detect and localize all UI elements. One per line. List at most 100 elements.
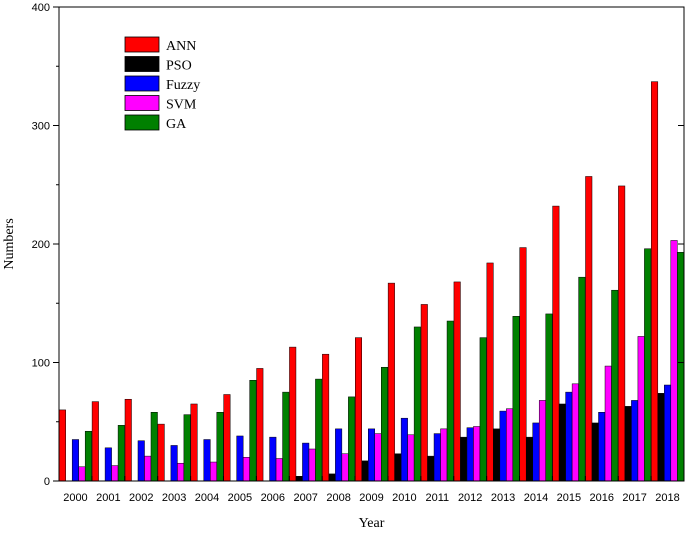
legend-swatch-ann [124, 36, 160, 53]
x-tick-label: 2004 [195, 492, 219, 504]
bar-fuzzy-2010 [400, 417, 408, 482]
bar-svm-2006 [275, 458, 283, 482]
x-axis: 2000 2001 2002 2003 2004 2005 2006 2007 2008 2009… [58, 476, 680, 504]
bar-ann-2016 [585, 176, 593, 482]
bar-svm-2011 [440, 428, 448, 482]
bar-ann-2006 [256, 368, 264, 482]
bar-ann-2015 [552, 205, 560, 482]
bar-ann-2005 [223, 394, 231, 482]
bars-group [58, 81, 685, 482]
bar-ann-2011 [420, 304, 428, 482]
bar-pso-2012 [460, 436, 468, 482]
x-tick-label: 2002 [129, 492, 153, 504]
bar-fuzzy-2012 [466, 427, 474, 482]
bar-fuzzy-2017 [631, 400, 639, 482]
x-tick-label: 2011 [425, 492, 449, 504]
bar-ann-2000 [58, 409, 66, 482]
bar-pso-2009 [361, 460, 369, 482]
bar-fuzzy-2002 [137, 440, 145, 482]
bar-ga-2009 [381, 366, 388, 482]
bar-ga-2003 [183, 414, 191, 482]
bar-ga-2011 [446, 320, 454, 482]
bar-ga-2013 [512, 316, 520, 482]
bar-ann-2014 [519, 247, 527, 482]
legend-swatch-fuzzy [124, 75, 160, 92]
bar-fuzzy-2006 [269, 436, 277, 482]
legend: ANN PSO Fuzzy SVM GA [124, 36, 200, 132]
x-tick-label: 2003 [162, 492, 186, 504]
x-tick-label: 2006 [261, 492, 285, 504]
y-tick-label: 300 [32, 121, 50, 133]
y-tick-label: 200 [32, 239, 50, 251]
bar-pso-2011 [427, 455, 435, 482]
legend-swatch-pso [124, 56, 160, 72]
bar-ann-2003 [157, 423, 165, 482]
bar-svm-2015 [571, 383, 579, 482]
x-tick-label: 2007 [293, 492, 317, 504]
bar-ann-2002 [124, 398, 132, 482]
y-tick-label: 0 [44, 476, 50, 488]
bar-svm-2017 [637, 336, 645, 482]
x-tick-label: 2000 [63, 492, 87, 504]
bar-svm-2014 [538, 400, 546, 482]
bar-fuzzy-2008 [335, 428, 343, 482]
bar-pso-2013 [493, 428, 501, 482]
bar-fuzzy-2018 [664, 384, 672, 482]
bar-svm-2002 [144, 455, 152, 482]
bar-ga-2018 [677, 252, 685, 482]
bar-fuzzy-2015 [565, 391, 573, 482]
bar-fuzzy-2016 [598, 412, 606, 482]
bar-ann-2007 [289, 346, 297, 482]
bar-ga-2000 [84, 430, 92, 482]
bar-ga-2017 [644, 248, 652, 482]
bar-ga-2006 [282, 391, 290, 482]
bar-ga-2015 [578, 276, 586, 482]
bar-svm-2018 [670, 240, 678, 482]
x-tick-label: 2001 [96, 492, 120, 504]
bar-svm-2008 [341, 453, 349, 482]
bar-fuzzy-2003 [170, 445, 178, 482]
bar-ga-2016 [611, 289, 619, 482]
x-tick-label: 2010 [392, 492, 416, 504]
bar-pso-2010 [394, 453, 402, 482]
bar-fuzzy-2000 [71, 439, 79, 482]
bar-svm-2005 [242, 457, 250, 482]
bar-pso-2018 [657, 393, 665, 482]
bar-pso-2015 [558, 403, 566, 482]
bar-pso-2008 [328, 473, 336, 482]
bar-svm-2012 [473, 426, 481, 482]
bar-svm-2001 [111, 465, 119, 482]
x-tick-label: 2012 [458, 492, 482, 504]
bar-pso-2017 [624, 406, 632, 482]
bar-ann-2001 [91, 401, 99, 482]
bar-svm-2009 [374, 433, 382, 482]
y-axis-title: Numbers [2, 218, 17, 269]
y-tick-label: 100 [32, 358, 50, 370]
x-tick-label: 2014 [524, 492, 548, 504]
bar-fuzzy-2014 [532, 422, 540, 482]
bar-fuzzy-2005 [236, 435, 244, 482]
legend-label-svm: SVM [166, 98, 197, 113]
bar-svm-2010 [407, 434, 415, 482]
bar-ga-2012 [479, 337, 487, 482]
bar-pso-2007 [295, 476, 303, 482]
y-axis: 0 100 200 300 400 [32, 2, 684, 488]
bar-ann-2009 [355, 337, 362, 482]
legend-label-ga: GA [166, 117, 187, 132]
bar-svm-2007 [308, 448, 316, 482]
bar-ann-2004 [190, 403, 198, 482]
x-tick-label: 2005 [228, 492, 252, 504]
bar-fuzzy-2011 [433, 433, 441, 482]
bar-ga-2005 [249, 380, 257, 482]
x-tick-label: 2013 [491, 492, 515, 504]
y-tick-label: 400 [32, 2, 50, 14]
bar-fuzzy-2004 [203, 439, 211, 482]
bar-ann-2017 [618, 185, 626, 482]
bar-ga-2001 [117, 425, 125, 482]
bar-ann-2010 [387, 282, 395, 482]
legend-label-fuzzy: Fuzzy [166, 78, 200, 93]
bar-fuzzy-2013 [499, 410, 507, 482]
legend-swatch-ga [124, 114, 160, 131]
bar-svm-2003 [177, 462, 185, 482]
